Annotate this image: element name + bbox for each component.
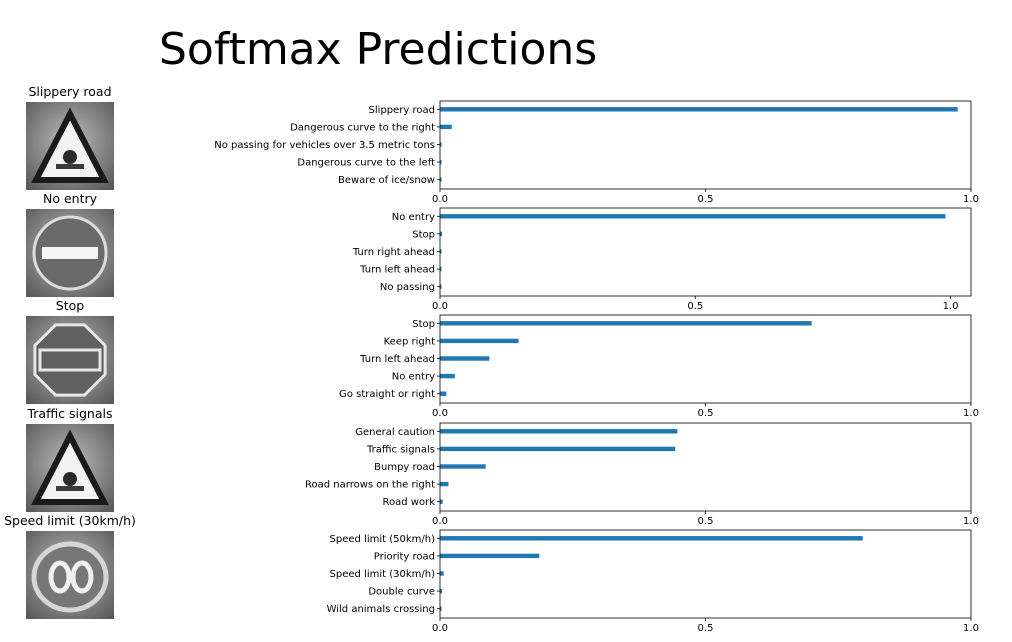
stop-sign-icon (26, 316, 114, 404)
prediction-panel: Slippery road Dangerous curve to the righ… (214, 100, 979, 205)
triangle-warning-sign-icon (26, 102, 114, 190)
category-label: Dangerous curve to the left (297, 158, 435, 169)
category-label: Keep right (384, 336, 435, 347)
prediction-panel: Stop Keep right Turn left ahead No entry Go … (339, 314, 979, 419)
category-label: Road narrows on the right (305, 480, 435, 491)
probability-bar (440, 284, 442, 289)
no-entry-sign-icon (26, 209, 114, 297)
category-label: Stop (412, 229, 435, 240)
axes-frame (439, 529, 972, 619)
probability-bar (440, 107, 958, 112)
probability-bar (440, 177, 442, 182)
x-tick-label: 0.5 (698, 623, 714, 634)
axes-frame (439, 207, 972, 297)
probability-bar (440, 588, 443, 594)
x-tick-label: 1.0 (963, 194, 979, 205)
x-tick-label: 0.0 (432, 516, 448, 527)
probability-bar (440, 356, 490, 361)
image-title: Stop (56, 298, 84, 313)
prediction-panel: No entry Stop Turn right ahead Turn left ah… (352, 207, 972, 312)
category-label: Dangerous curve to the right (290, 122, 435, 133)
probability-bar (440, 606, 442, 611)
probability-bar (440, 464, 486, 469)
x-tick-label: 0.0 (432, 408, 448, 419)
x-tick-label: 1.0 (943, 301, 959, 312)
probability-bar (440, 429, 678, 434)
probability-bar (440, 536, 863, 541)
image-title: Traffic signals (26, 406, 112, 421)
probability-bar (440, 124, 452, 130)
category-label: Priority road (374, 551, 435, 562)
category-label: No entry (392, 372, 435, 383)
category-label: No passing (380, 282, 435, 293)
category-label: No passing for vehicles over 3.5 metric … (214, 140, 435, 151)
category-label: Road work (383, 497, 436, 508)
probability-bar (440, 571, 444, 576)
probability-bar (440, 446, 676, 452)
category-label: No entry (392, 212, 435, 223)
category-label: Beware of ice/snow (338, 175, 435, 186)
category-label: Traffic signals (366, 444, 435, 455)
category-label: Speed limit (30km/h) (330, 569, 436, 580)
category-label: Turn right ahead (352, 247, 435, 258)
probability-bar (440, 231, 443, 237)
x-tick-label: 0.5 (698, 516, 714, 527)
probability-bar (440, 214, 946, 219)
probability-bar (440, 266, 442, 272)
axes-frame (439, 100, 972, 190)
category-label: Slippery road (369, 105, 435, 116)
axes-frame (439, 314, 972, 404)
probability-bar (440, 373, 455, 379)
probability-bar (440, 391, 447, 396)
category-label: Bumpy road (374, 462, 435, 473)
category-label: General caution (355, 427, 435, 438)
category-label: Wild animals crossing (327, 604, 435, 615)
probability-bar (440, 142, 442, 147)
axes-frame (439, 422, 972, 512)
image-title: Speed limit (30km/h) (4, 513, 136, 528)
prediction-panel: Speed limit (50km/h) Priority road Speed l… (327, 529, 979, 634)
speed-limit-sign-icon (26, 531, 114, 619)
x-tick-label: 0.5 (698, 194, 714, 205)
x-tick-label: 1.0 (963, 408, 979, 419)
prediction-panel: General caution Traffic signals Bumpy road… (305, 422, 979, 527)
probability-bar (440, 338, 519, 344)
probability-bar (440, 249, 442, 254)
category-label: Go straight or right (339, 389, 435, 400)
category-label: Stop (412, 319, 435, 330)
x-tick-label: 0.0 (432, 301, 448, 312)
image-title: No entry (43, 191, 98, 206)
page-title: Softmax Predictions (159, 24, 598, 75)
probability-bar (440, 499, 443, 504)
image-title: Slippery road (28, 84, 111, 99)
x-tick-label: 1.0 (963, 516, 979, 527)
x-tick-label: 0.5 (687, 301, 703, 312)
x-tick-label: 0.0 (432, 194, 448, 205)
x-tick-label: 0.5 (698, 408, 714, 419)
probability-bar (440, 481, 449, 487)
probability-bar (440, 159, 442, 165)
probability-bar (440, 553, 540, 559)
category-label: Turn left ahead (359, 265, 435, 276)
probability-bar (440, 321, 812, 326)
category-label: Speed limit (50km/h) (330, 534, 436, 545)
category-label: Turn left ahead (359, 354, 435, 365)
x-tick-label: 0.0 (432, 623, 448, 634)
traffic-signals-sign-icon (26, 424, 114, 512)
category-label: Double curve (368, 587, 435, 598)
x-tick-label: 1.0 (963, 623, 979, 634)
